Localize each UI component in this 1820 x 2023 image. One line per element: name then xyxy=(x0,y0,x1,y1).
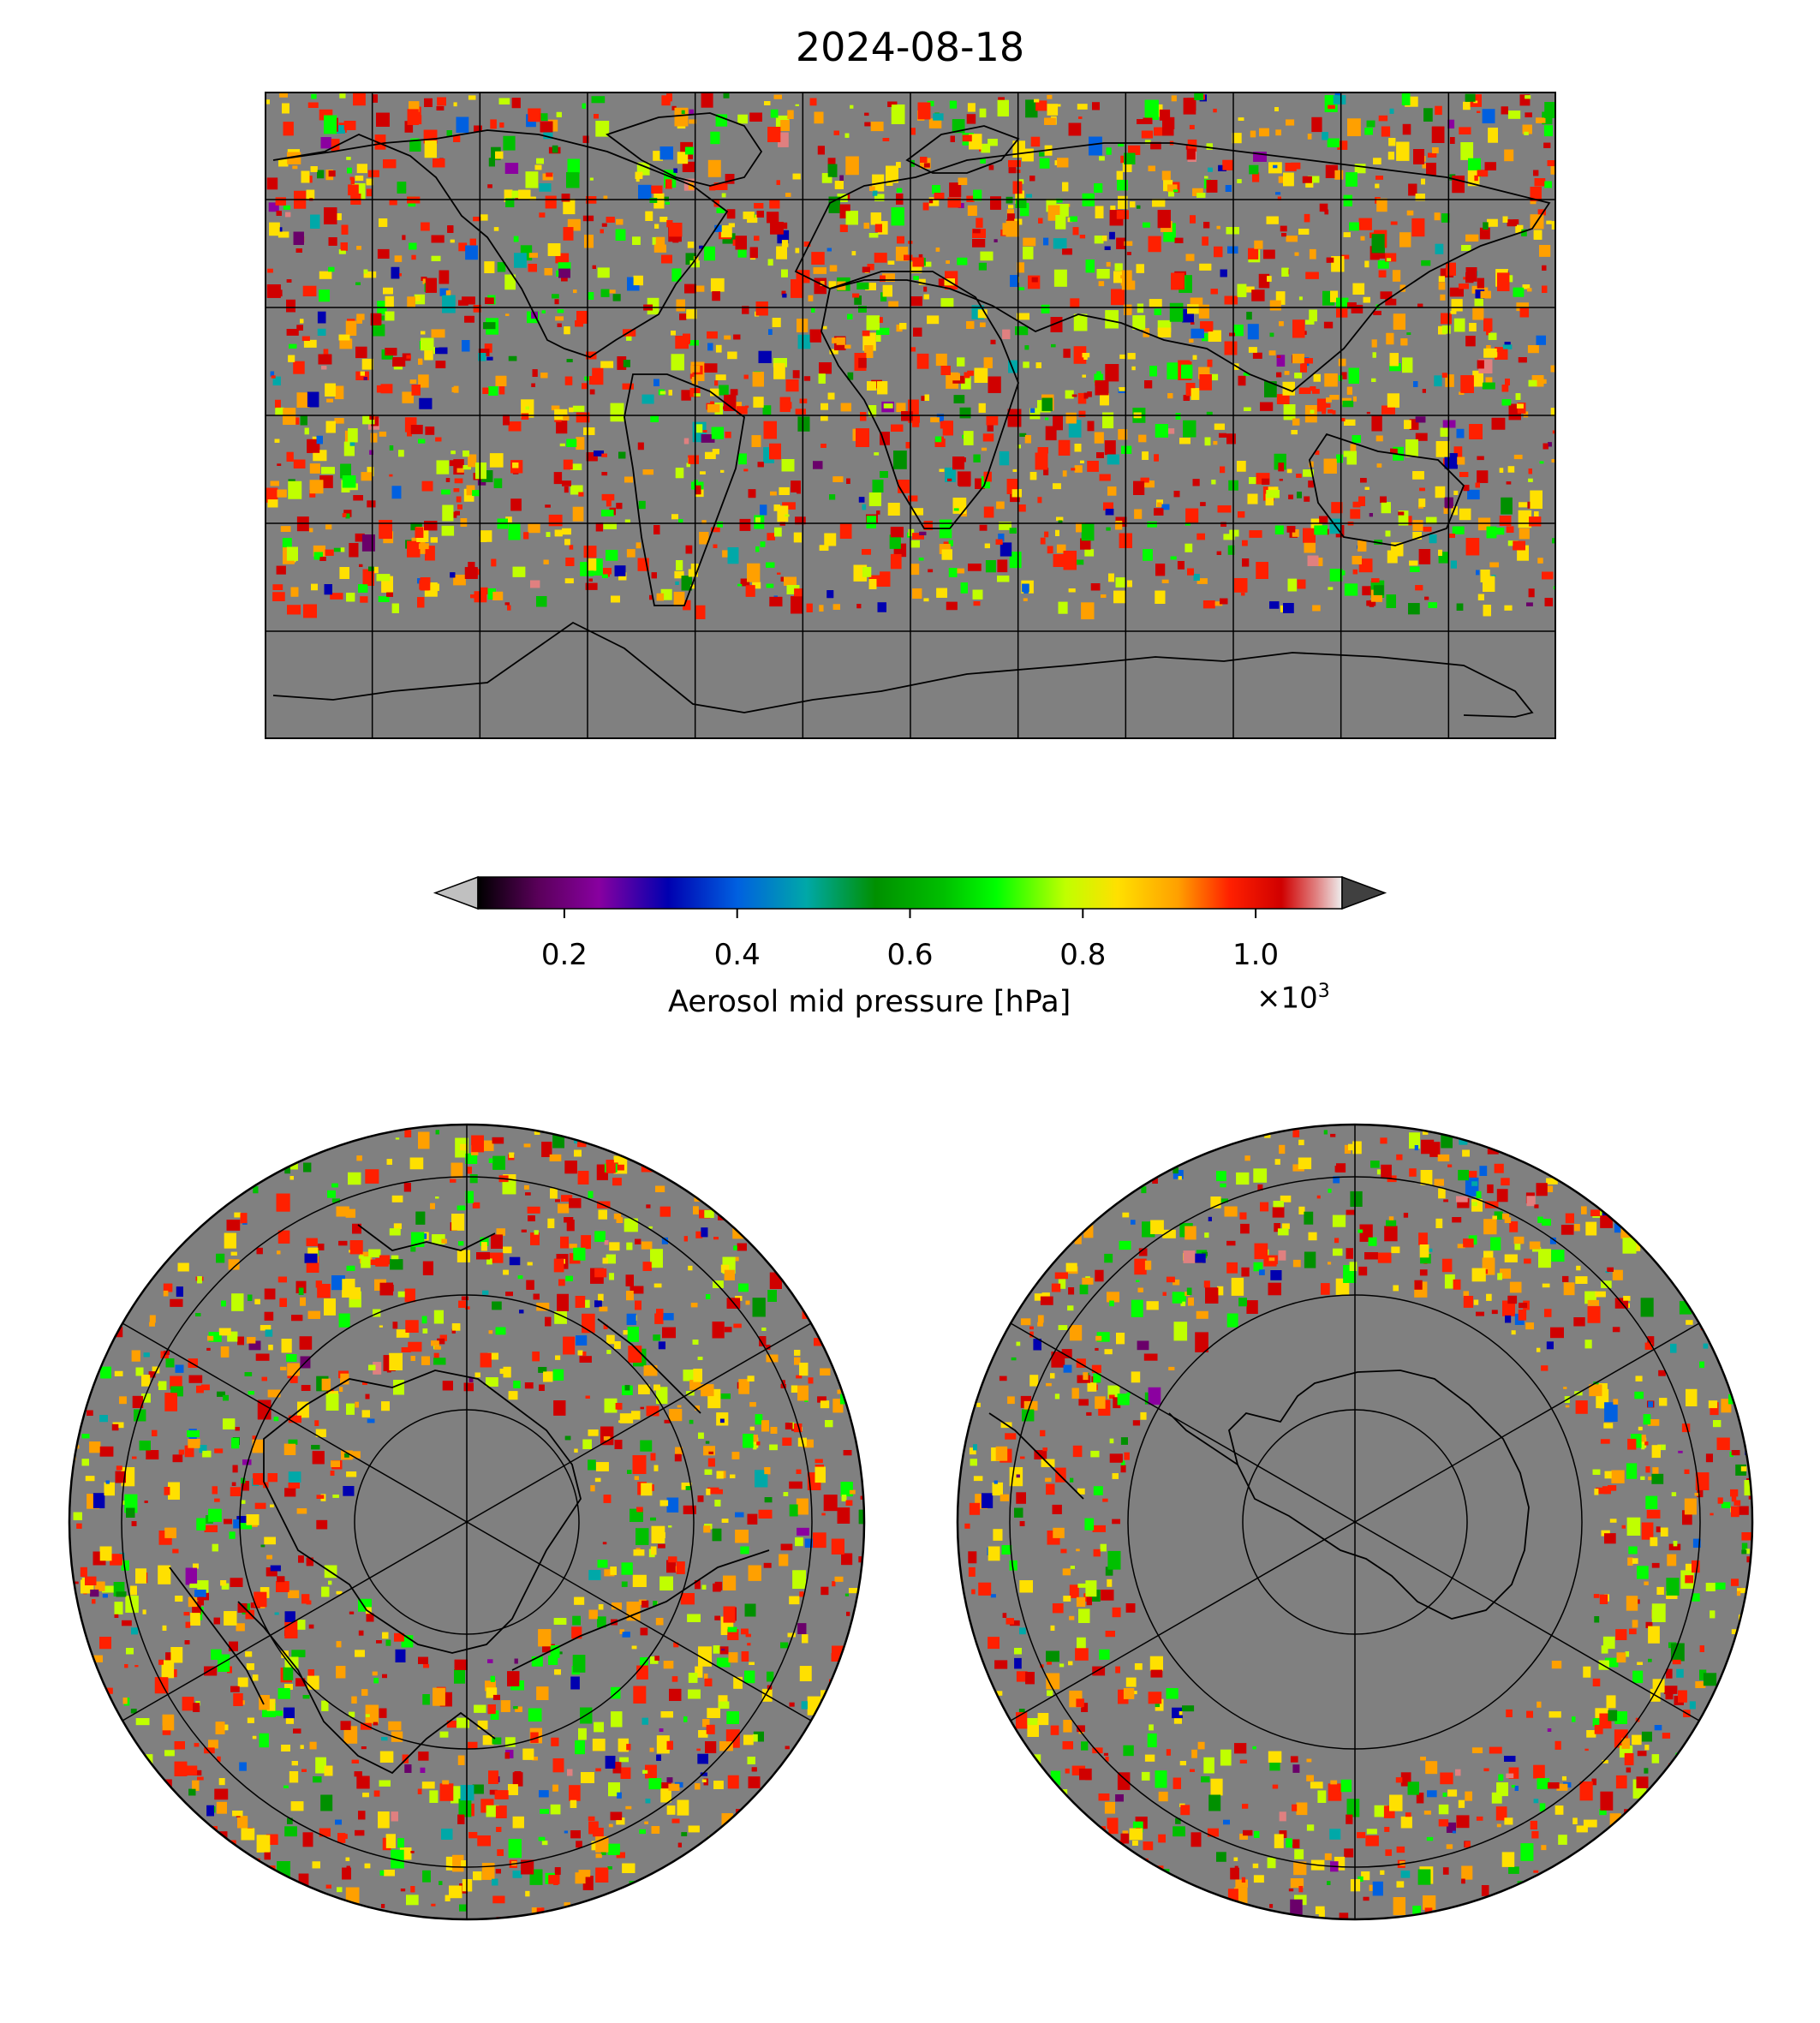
colorbar-under-extension xyxy=(433,875,479,910)
chart-title: 2024-08-18 xyxy=(795,24,1025,70)
north-polar-map-frame xyxy=(68,1123,866,1921)
south-polar-map-frame xyxy=(956,1123,1754,1921)
colorbar-tick-label: 1.0 xyxy=(1232,938,1280,972)
coastlines xyxy=(169,1224,770,1775)
colorbar-tick-label: 0.2 xyxy=(540,938,588,972)
south-polar-map xyxy=(956,1123,1754,1921)
colorbar-over-extension xyxy=(1341,875,1387,910)
graticule xyxy=(121,1125,813,1919)
global-map-frame xyxy=(265,92,1556,739)
global-map xyxy=(265,92,1556,739)
coastlines xyxy=(272,112,1551,718)
graticule xyxy=(1009,1125,1701,1919)
colorbar-tick-label: 0.8 xyxy=(1059,938,1107,972)
colorbar-tick-label: 0.4 xyxy=(713,938,761,972)
colorbar-multiplier: ×103 xyxy=(1256,981,1330,1016)
graticule xyxy=(265,92,1556,739)
colorbar-label: Aerosol mid pressure [hPa] xyxy=(668,985,1071,1019)
north-polar-map xyxy=(68,1123,866,1921)
colorbar-gradient xyxy=(477,876,1343,910)
colorbar-tick-label: 0.6 xyxy=(886,938,934,972)
colorbar xyxy=(433,875,1387,918)
